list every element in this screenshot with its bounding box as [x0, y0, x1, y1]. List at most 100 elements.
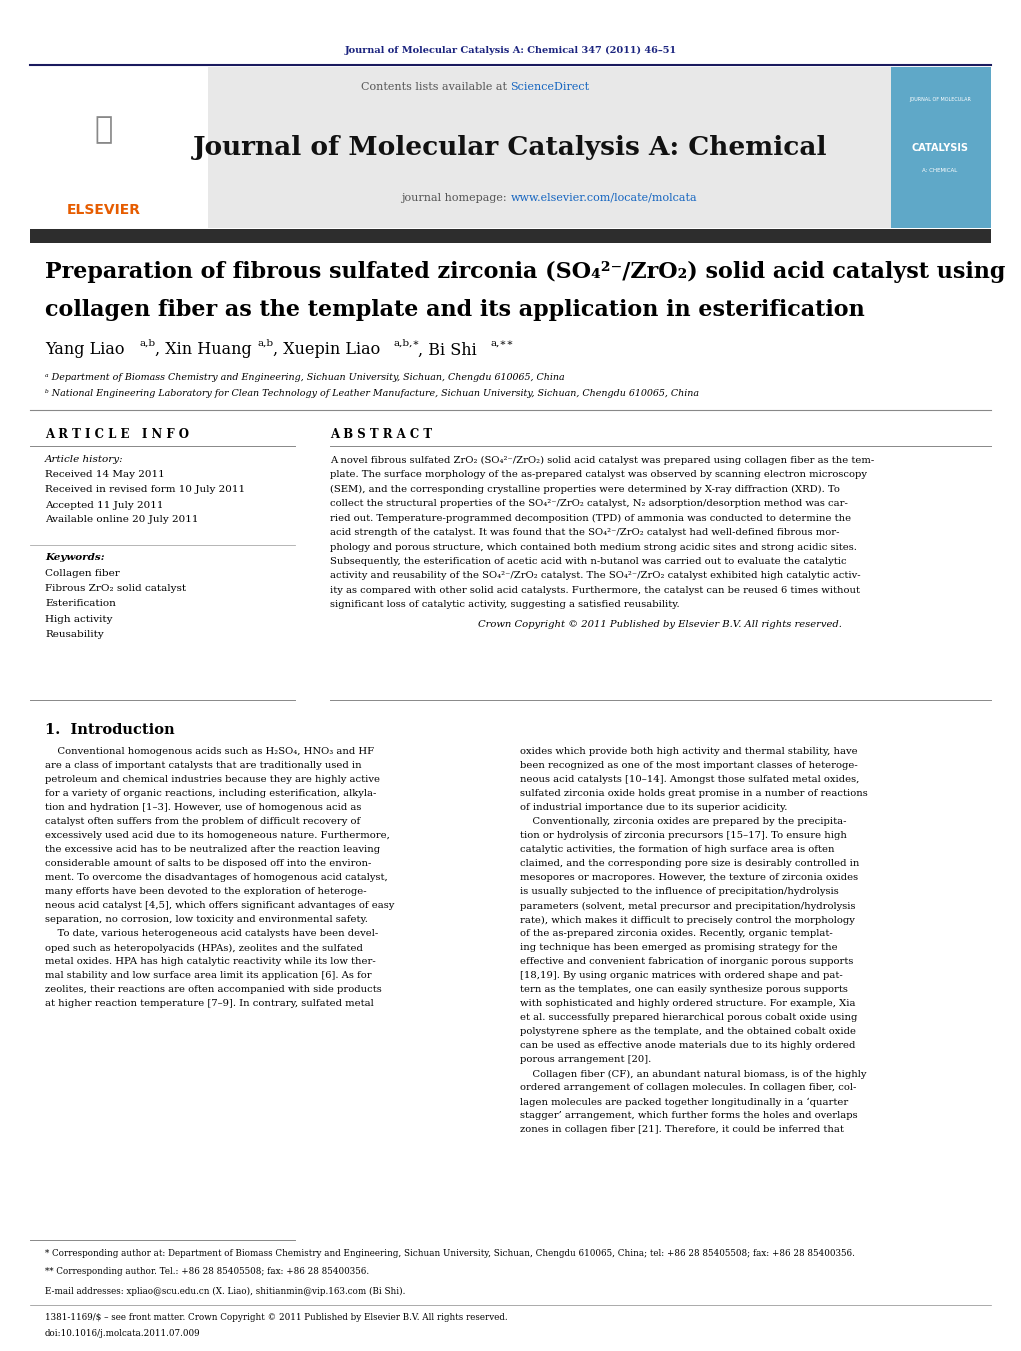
- Text: Collagen fiber (CF), an abundant natural biomass, is of the highly: Collagen fiber (CF), an abundant natural…: [520, 1070, 867, 1078]
- Text: many efforts have been devoted to the exploration of heteroge-: many efforts have been devoted to the ex…: [45, 888, 367, 897]
- Text: been recognized as one of the most important classes of heteroge-: been recognized as one of the most impor…: [520, 762, 858, 770]
- Text: 🌳: 🌳: [95, 115, 113, 145]
- Text: with sophisticated and highly ordered structure. For example, Xia: with sophisticated and highly ordered st…: [520, 1000, 856, 1008]
- Text: ᵃ Department of Biomass Chemistry and Engineering, Sichuan University, Sichuan, : ᵃ Department of Biomass Chemistry and En…: [45, 373, 565, 382]
- Text: A novel fibrous sulfated ZrO₂ (SO₄²⁻/ZrO₂) solid acid catalyst was prepared usin: A novel fibrous sulfated ZrO₂ (SO₄²⁻/ZrO…: [330, 455, 874, 465]
- Bar: [30, 68, 891, 228]
- Bar: [30, 68, 208, 228]
- Text: www.elsevier.com/locate/molcata: www.elsevier.com/locate/molcata: [510, 193, 697, 203]
- Text: collect the structural properties of the SO₄²⁻/ZrO₂ catalyst, N₂ adsorption/deso: collect the structural properties of the…: [330, 499, 847, 508]
- Text: of the as-prepared zirconia oxides. Recently, organic templat-: of the as-prepared zirconia oxides. Rece…: [520, 929, 833, 939]
- Text: ELSEVIER: ELSEVIER: [67, 203, 141, 218]
- Text: is usually subjected to the influence of precipitation/hydrolysis: is usually subjected to the influence of…: [520, 888, 838, 897]
- Text: collagen fiber as the template and its application in esterification: collagen fiber as the template and its a…: [45, 299, 865, 322]
- Text: A R T I C L E   I N F O: A R T I C L E I N F O: [45, 428, 189, 442]
- Text: claimed, and the corresponding pore size is desirably controlled in: claimed, and the corresponding pore size…: [520, 859, 860, 869]
- Text: neous acid catalysts [10–14]. Amongst those sulfated metal oxides,: neous acid catalysts [10–14]. Amongst th…: [520, 775, 860, 785]
- Text: Esterification: Esterification: [45, 600, 115, 608]
- Bar: [891, 68, 991, 228]
- Text: zones in collagen fiber [21]. Therefore, it could be inferred that: zones in collagen fiber [21]. Therefore,…: [520, 1125, 844, 1135]
- Text: are a class of important catalysts that are traditionally used in: are a class of important catalysts that …: [45, 762, 361, 770]
- Text: JOURNAL OF MOLECULAR: JOURNAL OF MOLECULAR: [909, 97, 971, 103]
- Text: Preparation of fibrous sulfated zirconia (SO₄²⁻/ZrO₂) solid acid catalyst using: Preparation of fibrous sulfated zirconia…: [45, 261, 1006, 284]
- Text: the excessive acid has to be neutralized after the reaction leaving: the excessive acid has to be neutralized…: [45, 846, 380, 854]
- Text: A: CHEMICAL: A: CHEMICAL: [922, 168, 958, 173]
- Text: 1.  Introduction: 1. Introduction: [45, 723, 175, 738]
- Text: tion and hydration [1–3]. However, use of homogenous acid as: tion and hydration [1–3]. However, use o…: [45, 804, 361, 812]
- Text: a,b: a,b: [140, 339, 156, 347]
- Text: Yang Liao: Yang Liao: [45, 342, 125, 358]
- Text: Contents lists available at: Contents lists available at: [361, 82, 510, 92]
- Text: stagger’ arrangement, which further forms the holes and overlaps: stagger’ arrangement, which further form…: [520, 1112, 858, 1120]
- Text: significant loss of catalytic activity, suggesting a satisfied reusability.: significant loss of catalytic activity, …: [330, 600, 680, 609]
- Text: , Xuepin Liao: , Xuepin Liao: [273, 342, 380, 358]
- Text: Conventional homogenous acids such as H₂SO₄, HNO₃ and HF: Conventional homogenous acids such as H₂…: [45, 747, 374, 757]
- Text: for a variety of organic reactions, including esterification, alkyla-: for a variety of organic reactions, incl…: [45, 789, 377, 798]
- Text: Keywords:: Keywords:: [45, 554, 104, 562]
- Text: CATALYSIS: CATALYSIS: [912, 143, 969, 153]
- Text: Fibrous ZrO₂ solid catalyst: Fibrous ZrO₂ solid catalyst: [45, 584, 186, 593]
- Text: Available online 20 July 2011: Available online 20 July 2011: [45, 516, 198, 524]
- Text: at higher reaction temperature [7–9]. In contrary, sulfated metal: at higher reaction temperature [7–9]. In…: [45, 1000, 374, 1008]
- Text: can be used as effective anode materials due to its highly ordered: can be used as effective anode materials…: [520, 1042, 856, 1051]
- Text: journal homepage:: journal homepage:: [401, 193, 510, 203]
- Text: a,∗∗: a,∗∗: [490, 339, 514, 347]
- Text: petroleum and chemical industries because they are highly active: petroleum and chemical industries becaus…: [45, 775, 380, 785]
- Text: activity and reusability of the SO₄²⁻/ZrO₂ catalyst. The SO₄²⁻/ZrO₂ catalyst exh: activity and reusability of the SO₄²⁻/Zr…: [330, 571, 861, 581]
- Text: zeolites, their reactions are often accompanied with side products: zeolites, their reactions are often acco…: [45, 985, 382, 994]
- Text: sulfated zirconia oxide holds great promise in a number of reactions: sulfated zirconia oxide holds great prom…: [520, 789, 868, 798]
- Text: To date, various heterogeneous acid catalysts have been devel-: To date, various heterogeneous acid cata…: [45, 929, 378, 939]
- Text: Journal of Molecular Catalysis A: Chemical 347 (2011) 46–51: Journal of Molecular Catalysis A: Chemic…: [344, 46, 677, 54]
- Text: Accepted 11 July 2011: Accepted 11 July 2011: [45, 500, 163, 509]
- Text: Conventionally, zirconia oxides are prepared by the precipita-: Conventionally, zirconia oxides are prep…: [520, 817, 846, 827]
- Text: metal oxides. HPA has high catalytic reactivity while its low ther-: metal oxides. HPA has high catalytic rea…: [45, 958, 376, 966]
- Text: of industrial importance due to its superior acidicity.: of industrial importance due to its supe…: [520, 804, 787, 812]
- Text: ing technique has been emerged as promising strategy for the: ing technique has been emerged as promis…: [520, 943, 837, 952]
- Text: porous arrangement [20].: porous arrangement [20].: [520, 1055, 651, 1065]
- Text: et al. successfully prepared hierarchical porous cobalt oxide using: et al. successfully prepared hierarchica…: [520, 1013, 858, 1023]
- Text: mesopores or macropores. However, the texture of zirconia oxides: mesopores or macropores. However, the te…: [520, 874, 858, 882]
- Text: rate), which makes it difficult to precisely control the morphology: rate), which makes it difficult to preci…: [520, 916, 855, 924]
- Text: ᵇ National Engineering Laboratory for Clean Technology of Leather Manufacture, S: ᵇ National Engineering Laboratory for Cl…: [45, 389, 699, 397]
- Text: ment. To overcome the disadvantages of homogenous acid catalyst,: ment. To overcome the disadvantages of h…: [45, 874, 388, 882]
- Text: Article history:: Article history:: [45, 455, 124, 465]
- Text: Reusability: Reusability: [45, 631, 104, 639]
- Text: ** Corresponding author. Tel.: +86 28 85405508; fax: +86 28 85400356.: ** Corresponding author. Tel.: +86 28 85…: [45, 1267, 370, 1277]
- Text: A B S T R A C T: A B S T R A C T: [330, 428, 432, 442]
- Text: 1381-1169/$ – see front matter. Crown Copyright © 2011 Published by Elsevier B.V: 1381-1169/$ – see front matter. Crown Co…: [45, 1313, 507, 1323]
- Text: Received in revised form 10 July 2011: Received in revised form 10 July 2011: [45, 485, 245, 494]
- Text: E-mail addresses: xpliao@scu.edu.cn (X. Liao), shitianmin@vip.163.com (Bi Shi).: E-mail addresses: xpliao@scu.edu.cn (X. …: [45, 1286, 405, 1296]
- Text: ordered arrangement of collagen molecules. In collagen fiber, col-: ordered arrangement of collagen molecule…: [520, 1084, 857, 1093]
- Text: , Xin Huang: , Xin Huang: [155, 342, 252, 358]
- Text: neous acid catalyst [4,5], which offers significant advantages of easy: neous acid catalyst [4,5], which offers …: [45, 901, 394, 911]
- Text: * Corresponding author at: Department of Biomass Chemistry and Engineering, Sich: * Corresponding author at: Department of…: [45, 1248, 855, 1258]
- Text: doi:10.1016/j.molcata.2011.07.009: doi:10.1016/j.molcata.2011.07.009: [45, 1328, 200, 1337]
- Text: tion or hydrolysis of zirconia precursors [15–17]. To ensure high: tion or hydrolysis of zirconia precursor…: [520, 831, 846, 840]
- Text: Subsequently, the esterification of acetic acid with n-butanol was carried out t: Subsequently, the esterification of acet…: [330, 557, 846, 566]
- Text: a,b,∗: a,b,∗: [393, 339, 420, 347]
- Text: ried out. Temperature-programmed decomposition (TPD) of ammonia was conducted to: ried out. Temperature-programmed decompo…: [330, 513, 852, 523]
- Text: Collagen fiber: Collagen fiber: [45, 569, 119, 577]
- Text: excessively used acid due to its homogeneous nature. Furthermore,: excessively used acid due to its homogen…: [45, 831, 390, 840]
- Bar: [30, 230, 991, 243]
- Text: , Bi Shi: , Bi Shi: [418, 342, 477, 358]
- Text: phology and porous structure, which contained both medium strong acidic sites an: phology and porous structure, which cont…: [330, 543, 857, 551]
- Text: parameters (solvent, metal precursor and precipitation/hydrolysis: parameters (solvent, metal precursor and…: [520, 901, 856, 911]
- Text: oped such as heteropolyacids (HPAs), zeolites and the sulfated: oped such as heteropolyacids (HPAs), zeo…: [45, 943, 362, 952]
- Text: ity as compared with other solid acid catalysts. Furthermore, the catalyst can b: ity as compared with other solid acid ca…: [330, 586, 860, 594]
- Text: considerable amount of salts to be disposed off into the environ-: considerable amount of salts to be dispo…: [45, 859, 372, 869]
- Text: lagen molecules are packed together longitudinally in a ‘quarter: lagen molecules are packed together long…: [520, 1097, 848, 1106]
- Text: ScienceDirect: ScienceDirect: [510, 82, 589, 92]
- Text: Crown Copyright © 2011 Published by Elsevier B.V. All rights reserved.: Crown Copyright © 2011 Published by Else…: [478, 620, 842, 630]
- Text: polystyrene sphere as the template, and the obtained cobalt oxide: polystyrene sphere as the template, and …: [520, 1028, 856, 1036]
- Text: [18,19]. By using organic matrices with ordered shape and pat-: [18,19]. By using organic matrices with …: [520, 971, 842, 981]
- Text: a,b: a,b: [258, 339, 274, 347]
- Text: plate. The surface morphology of the as-prepared catalyst was observed by scanni: plate. The surface morphology of the as-…: [330, 470, 867, 480]
- Text: separation, no corrosion, low toxicity and environmental safety.: separation, no corrosion, low toxicity a…: [45, 916, 368, 924]
- Text: High activity: High activity: [45, 615, 112, 624]
- Text: acid strength of the catalyst. It was found that the SO₄²⁻/ZrO₂ catalyst had wel: acid strength of the catalyst. It was fo…: [330, 528, 839, 536]
- Text: Journal of Molecular Catalysis A: Chemical: Journal of Molecular Catalysis A: Chemic…: [193, 135, 828, 161]
- Text: oxides which provide both high activity and thermal stability, have: oxides which provide both high activity …: [520, 747, 858, 757]
- Text: tern as the templates, one can easily synthesize porous supports: tern as the templates, one can easily sy…: [520, 985, 847, 994]
- Text: catalytic activities, the formation of high surface area is often: catalytic activities, the formation of h…: [520, 846, 834, 854]
